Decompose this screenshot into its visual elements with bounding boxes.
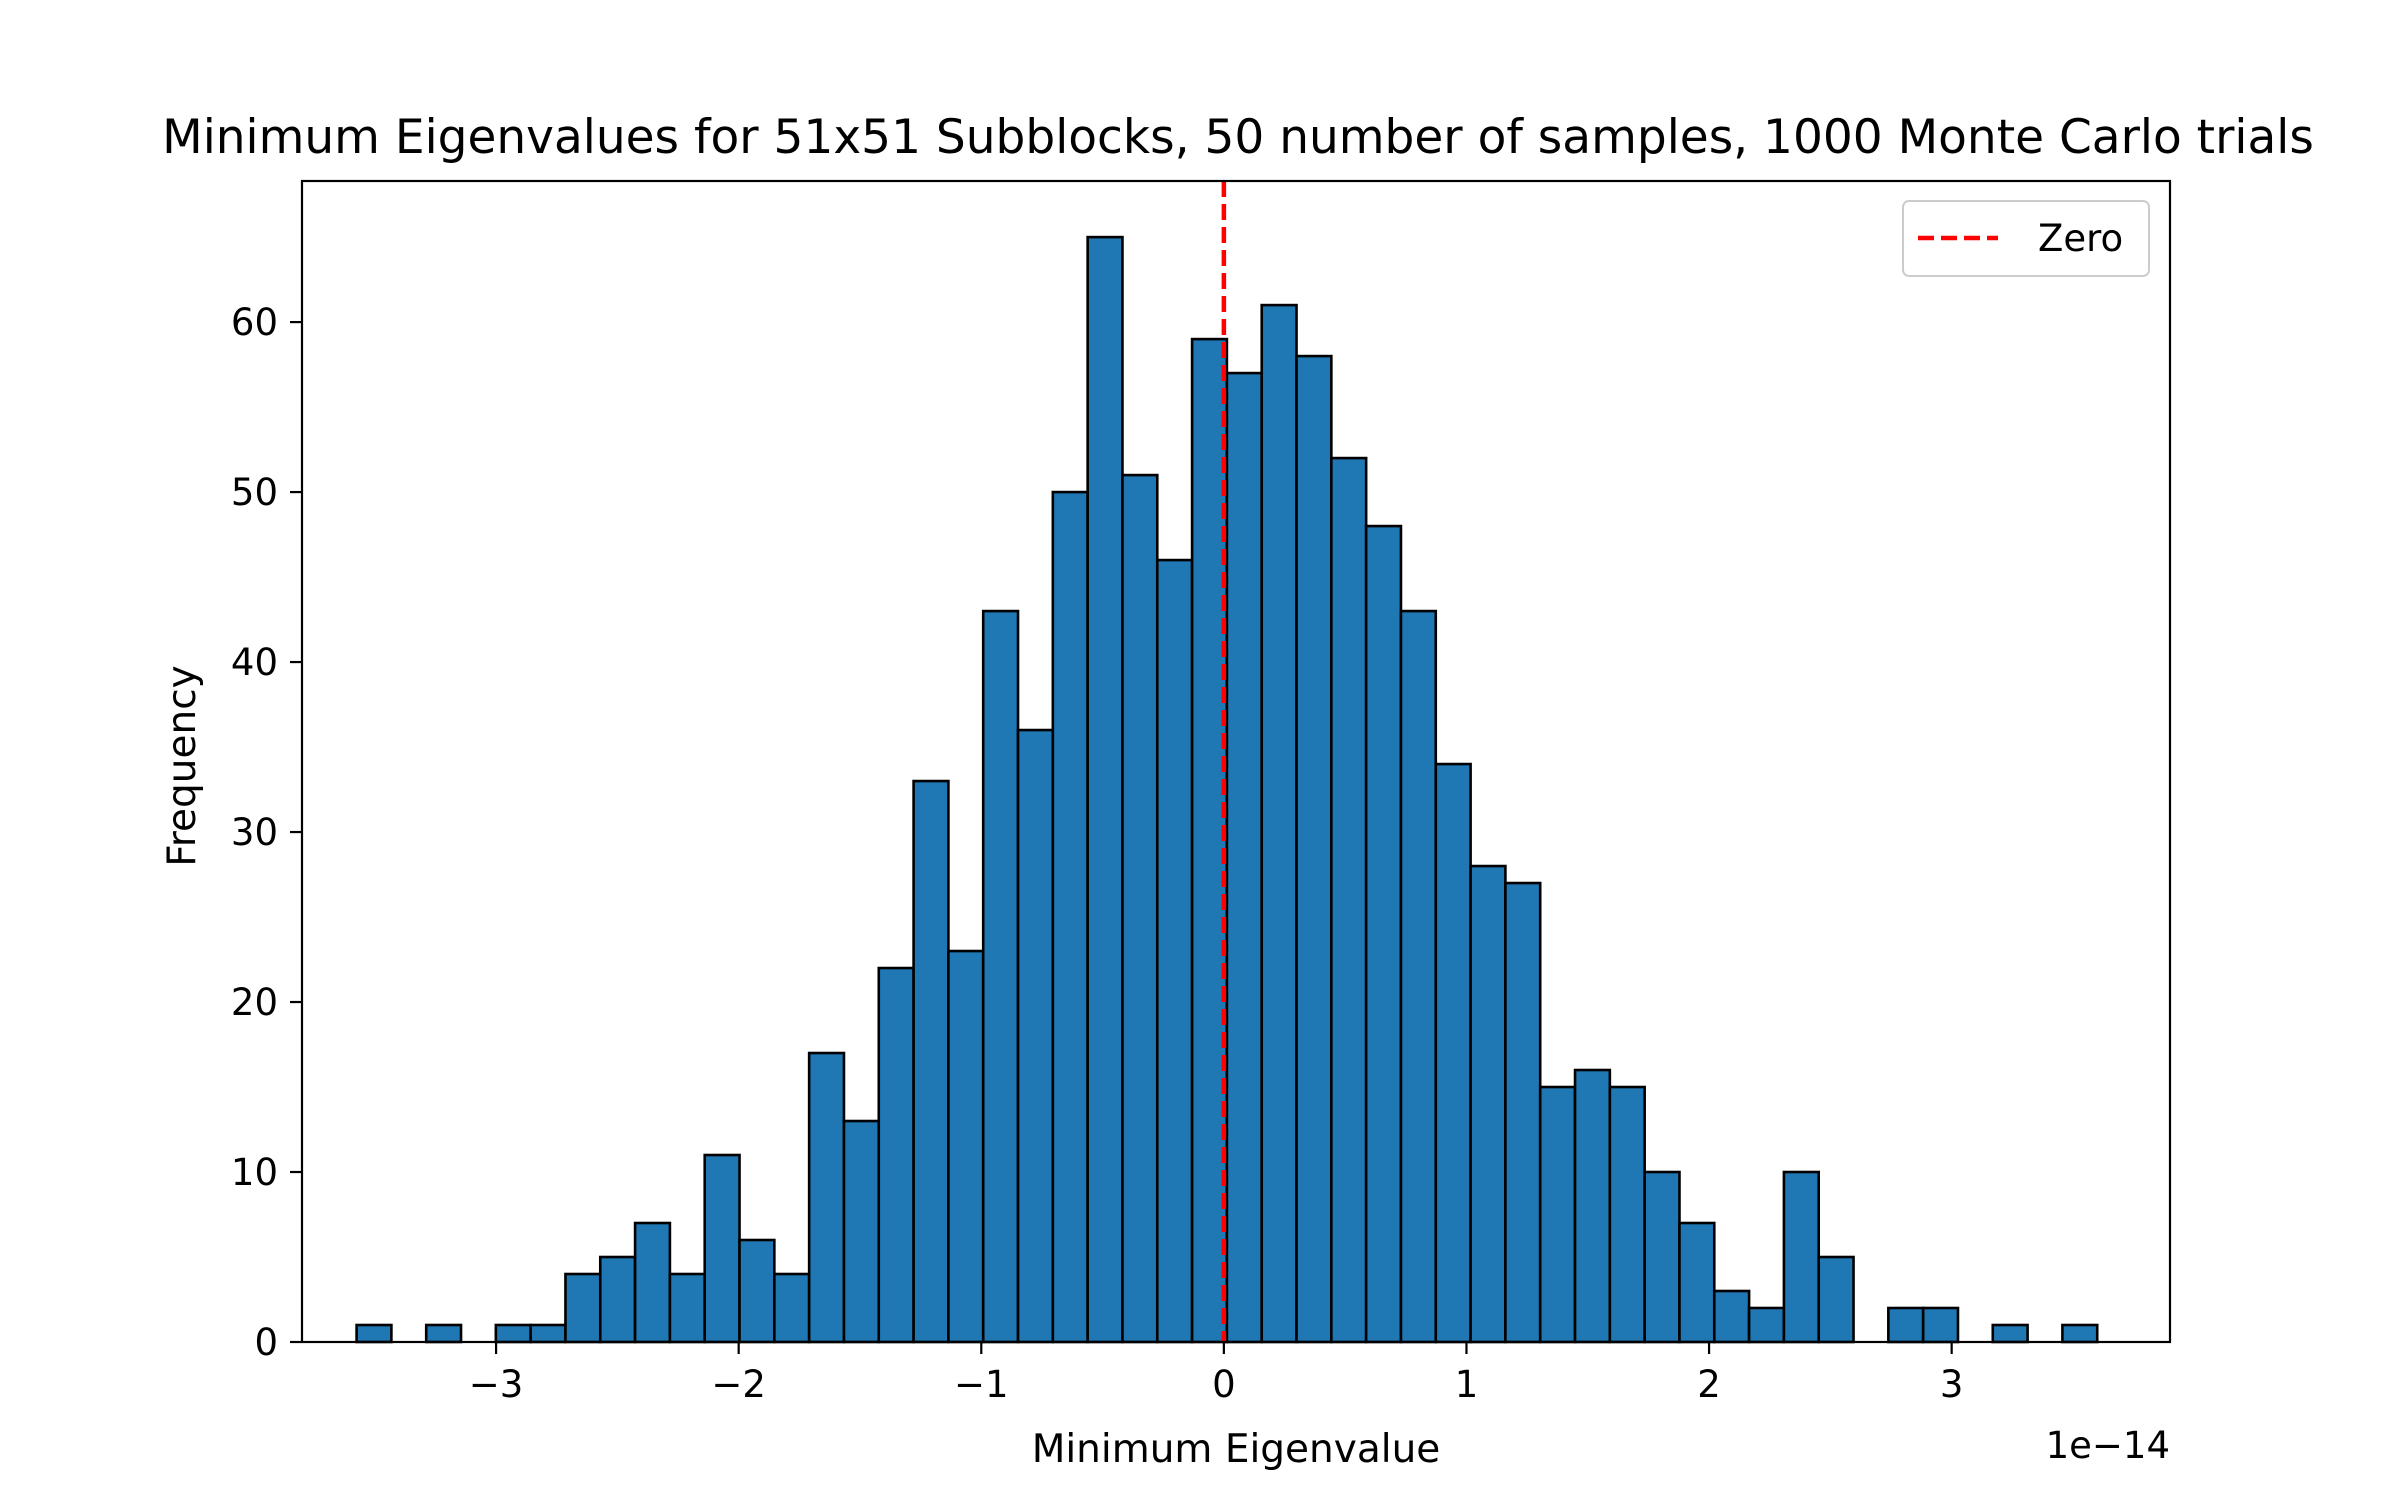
legend-label: Zero xyxy=(2038,217,2123,260)
x-tick-label: −1 xyxy=(954,1363,1009,1406)
histogram-bar xyxy=(807,1051,846,1344)
histogram-bar xyxy=(947,949,985,1344)
histogram-bar xyxy=(738,1238,776,1344)
histogram-bar xyxy=(703,1153,741,1344)
x-axis-offset-label: 1e−14 xyxy=(2046,1424,2170,1467)
plot-frame xyxy=(300,179,2172,1344)
x-tick-label: −3 xyxy=(469,1363,524,1406)
histogram-bar xyxy=(1887,1306,1925,1344)
y-tick-label: 50 xyxy=(231,471,278,514)
histogram-bar xyxy=(1190,337,1229,1344)
y-tick-label: 20 xyxy=(231,981,278,1024)
histogram-bar xyxy=(1051,490,1089,1344)
x-axis-label: Minimum Eigenvalue xyxy=(1032,1427,1441,1472)
histogram-bar xyxy=(1817,1255,1855,1344)
histogram-bar xyxy=(1016,728,1055,1344)
histogram-bar xyxy=(1573,1068,1612,1344)
histogram-bar xyxy=(1260,303,1298,1344)
y-axis-ticks: 0 10 20 30 40 50 60 xyxy=(231,301,302,1364)
histogram-bar xyxy=(1295,354,1333,1344)
histogram-bar xyxy=(1921,1306,1960,1344)
histogram-bar xyxy=(981,609,1020,1344)
histogram-bar xyxy=(1155,558,1194,1344)
histogram-bar xyxy=(668,1272,707,1344)
histogram-bar xyxy=(1608,1085,1646,1344)
x-tick-label: 2 xyxy=(1697,1363,1721,1406)
y-tick-label: 30 xyxy=(231,811,278,854)
legend: Zero xyxy=(1902,200,2150,277)
histogram-bar xyxy=(1678,1221,1716,1344)
y-tick-label: 40 xyxy=(231,641,278,684)
y-tick-label: 0 xyxy=(254,1321,278,1364)
histogram-bar xyxy=(494,1323,532,1344)
x-tick-label: 1 xyxy=(1455,1363,1479,1406)
histogram-bar xyxy=(1225,371,1264,1344)
histogram-bar xyxy=(633,1221,672,1344)
legend-frame xyxy=(1902,200,2150,277)
histogram-bar xyxy=(1399,609,1438,1344)
histogram-bar xyxy=(842,1119,881,1344)
histogram-bar xyxy=(1538,1085,1577,1344)
histogram-bar xyxy=(1434,762,1472,1344)
histogram-bar xyxy=(773,1272,811,1344)
histogram-bar xyxy=(1712,1289,1751,1344)
histogram-bar xyxy=(564,1272,602,1344)
histogram-bar xyxy=(877,966,915,1344)
x-tick-label: 0 xyxy=(1212,1363,1236,1406)
histogram-bar xyxy=(598,1255,637,1344)
histogram-bar xyxy=(2061,1323,2099,1344)
x-tick-label: 3 xyxy=(1940,1363,1964,1406)
histogram-bar xyxy=(1504,881,1542,1344)
histogram-bar xyxy=(1364,524,1403,1344)
histogram-bar xyxy=(1086,235,1124,1344)
histogram-bar xyxy=(355,1323,393,1344)
y-tick-label: 60 xyxy=(231,301,278,344)
histogram-bar xyxy=(1469,864,1507,1344)
x-tick-label: −2 xyxy=(711,1363,766,1406)
histogram-bar xyxy=(1991,1323,2029,1344)
histogram-bar xyxy=(1782,1170,1821,1344)
y-tick-label: 10 xyxy=(231,1151,278,1194)
histogram-bar xyxy=(1747,1306,1786,1344)
histogram-bar xyxy=(912,779,950,1344)
x-axis-ticks: −3 −2 −1 0 1 2 3 xyxy=(469,1342,1964,1406)
histogram-bar xyxy=(1643,1170,1681,1344)
chart-title: Minimum Eigenvalues for 51x51 Subblocks,… xyxy=(162,110,2314,165)
histogram-bar xyxy=(529,1323,567,1344)
histogram-bar xyxy=(424,1323,463,1344)
histogram-bar xyxy=(1121,473,1159,1344)
y-axis-label: Frequency xyxy=(160,665,205,866)
histogram-bar xyxy=(1330,456,1368,1344)
